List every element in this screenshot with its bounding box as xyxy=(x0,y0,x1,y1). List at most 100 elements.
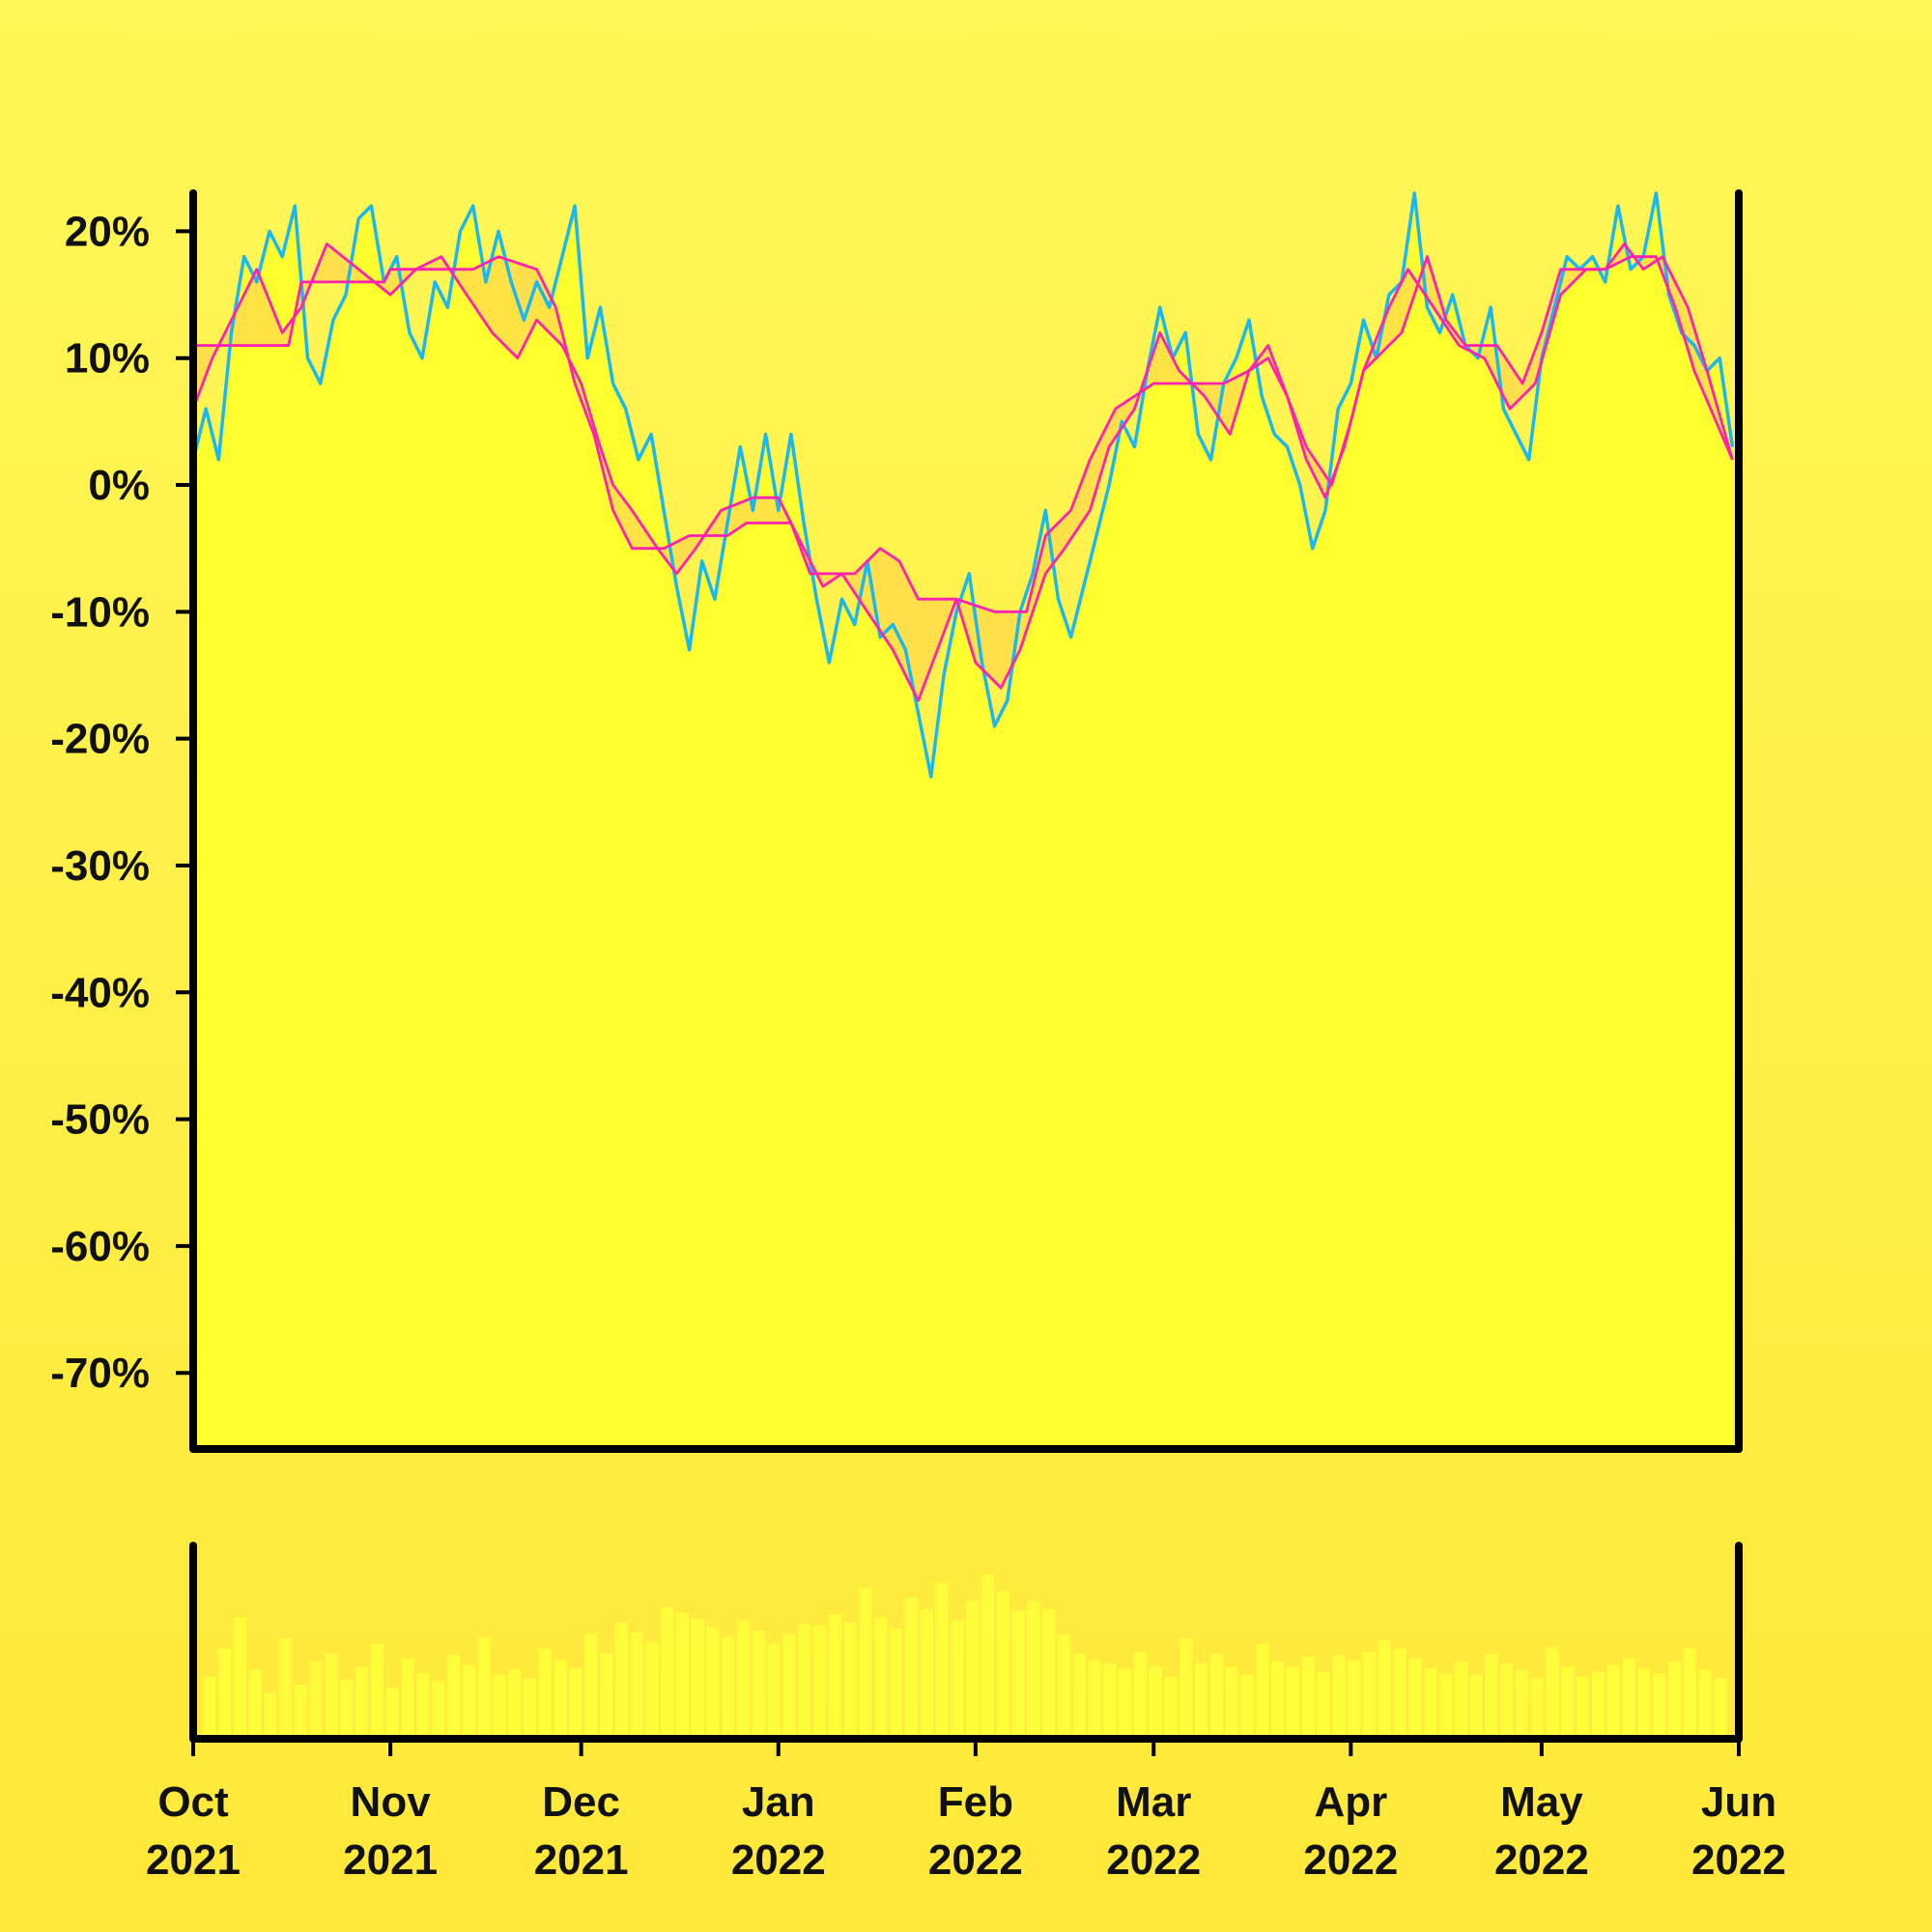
x-tick-year: 2022 xyxy=(1494,1836,1589,1884)
volume-bar xyxy=(752,1630,766,1739)
volume-bar xyxy=(1667,1662,1682,1739)
y-tick-label: -20% xyxy=(50,716,150,763)
volume-bar xyxy=(890,1629,903,1739)
volume-bar xyxy=(1103,1662,1117,1739)
volume-bar xyxy=(217,1648,232,1739)
volume-bar xyxy=(1683,1648,1696,1739)
x-tick-year: 2021 xyxy=(146,1836,241,1884)
x-tick-month: Jun xyxy=(1701,1778,1776,1826)
volume-bar xyxy=(614,1622,628,1739)
volume-bar xyxy=(538,1648,552,1739)
volume-bar xyxy=(843,1622,857,1739)
volume-bar xyxy=(279,1638,293,1739)
volume-bar xyxy=(904,1597,919,1739)
y-tick-label: 10% xyxy=(65,335,150,383)
volume-bar xyxy=(1301,1657,1315,1739)
volume-bar xyxy=(477,1636,491,1739)
volume-bar xyxy=(1179,1638,1193,1739)
volume-bar xyxy=(1195,1662,1208,1739)
lower-band-line xyxy=(191,242,1734,702)
volume-bar xyxy=(1577,1676,1590,1739)
volume-bar xyxy=(1378,1640,1391,1739)
volume-bar xyxy=(1317,1671,1330,1739)
volume-bar xyxy=(966,1601,980,1739)
x-tick-month: Apr xyxy=(1314,1778,1387,1826)
volume-bar xyxy=(355,1666,369,1739)
volume-bar xyxy=(1348,1660,1361,1739)
volume-bar xyxy=(675,1612,690,1739)
x-tick-month: Feb xyxy=(938,1778,1013,1826)
y-axis: 20% 10% 0% -10% -20% -30% -40% -50% -60% -70% xyxy=(50,208,193,1397)
volume-bar xyxy=(1240,1674,1254,1739)
volume-bar xyxy=(767,1643,781,1739)
x-tick-year: 2022 xyxy=(928,1836,1023,1884)
volume-bar xyxy=(996,1591,1009,1739)
volume-bar xyxy=(1606,1664,1620,1739)
volume-bar xyxy=(599,1653,613,1739)
volume-bar xyxy=(370,1643,384,1739)
volume-bar xyxy=(264,1692,277,1739)
volume-bar xyxy=(1271,1662,1285,1739)
volume-bar xyxy=(828,1613,842,1739)
volume-bar xyxy=(1424,1667,1437,1739)
volume-bar xyxy=(798,1624,811,1739)
volume-bar xyxy=(1042,1608,1056,1739)
volume-bar xyxy=(446,1655,461,1739)
volume-bar xyxy=(1256,1643,1269,1739)
volume-bar xyxy=(462,1664,475,1739)
volume-bar xyxy=(1362,1651,1377,1739)
volume-bar xyxy=(722,1636,735,1739)
volume-bar xyxy=(1530,1678,1544,1739)
volume-bar xyxy=(1500,1662,1514,1739)
price-panel xyxy=(189,189,1743,1453)
x-tick-month: Oct xyxy=(157,1778,229,1826)
volume-bar xyxy=(1515,1669,1529,1739)
y-tick-label: 20% xyxy=(65,208,150,255)
volume-bar xyxy=(584,1634,598,1739)
volume-bar xyxy=(1438,1673,1453,1739)
volume-bar xyxy=(1408,1658,1422,1739)
volume-bar xyxy=(309,1662,323,1739)
volume-bar xyxy=(340,1679,354,1739)
volume-bar xyxy=(508,1669,522,1739)
volume-bar xyxy=(1088,1660,1101,1739)
x-tick-month: Mar xyxy=(1116,1778,1191,1826)
volume-bar xyxy=(706,1627,720,1739)
volume-bar xyxy=(645,1641,659,1739)
volume-bar xyxy=(416,1673,430,1739)
volume-bar xyxy=(1119,1667,1132,1739)
volume-bar xyxy=(1637,1667,1651,1739)
volume-bar xyxy=(1561,1666,1575,1739)
x-tick-year: 2022 xyxy=(731,1836,826,1884)
volume-bar xyxy=(1454,1662,1467,1739)
volume-bar xyxy=(203,1676,216,1739)
x-tick-year: 2021 xyxy=(534,1836,629,1884)
volume-bar xyxy=(1393,1648,1406,1739)
volume-bar xyxy=(1485,1653,1498,1739)
y-tick-label: -30% xyxy=(50,842,150,890)
volume-bar xyxy=(1209,1653,1224,1739)
volume-bar xyxy=(1286,1666,1300,1739)
volume-bar xyxy=(1653,1673,1666,1739)
band-fill xyxy=(193,243,1733,701)
y-tick-label: -50% xyxy=(50,1096,150,1144)
y-tick-label: -10% xyxy=(50,588,150,636)
volume-bar xyxy=(1714,1678,1727,1739)
volume-bar xyxy=(1057,1634,1071,1739)
volume-bar xyxy=(248,1669,262,1739)
x-tick-year: 2022 xyxy=(1303,1836,1398,1884)
volume-bar xyxy=(737,1620,751,1739)
volume-bar xyxy=(661,1607,674,1739)
volume-bar xyxy=(1469,1674,1483,1739)
volume-bar xyxy=(813,1625,827,1739)
volume-bar xyxy=(1591,1671,1605,1739)
volume-bar xyxy=(980,1575,995,1739)
volume-panel xyxy=(189,1542,1743,1743)
volume-bar xyxy=(294,1684,308,1739)
volume-bar xyxy=(1698,1669,1712,1739)
x-tick-month: Dec xyxy=(542,1778,620,1826)
y-tick-label: -40% xyxy=(50,969,150,1016)
volume-bar xyxy=(385,1688,399,1739)
x-tick-month: Nov xyxy=(351,1778,432,1826)
volume-bar xyxy=(935,1582,949,1739)
